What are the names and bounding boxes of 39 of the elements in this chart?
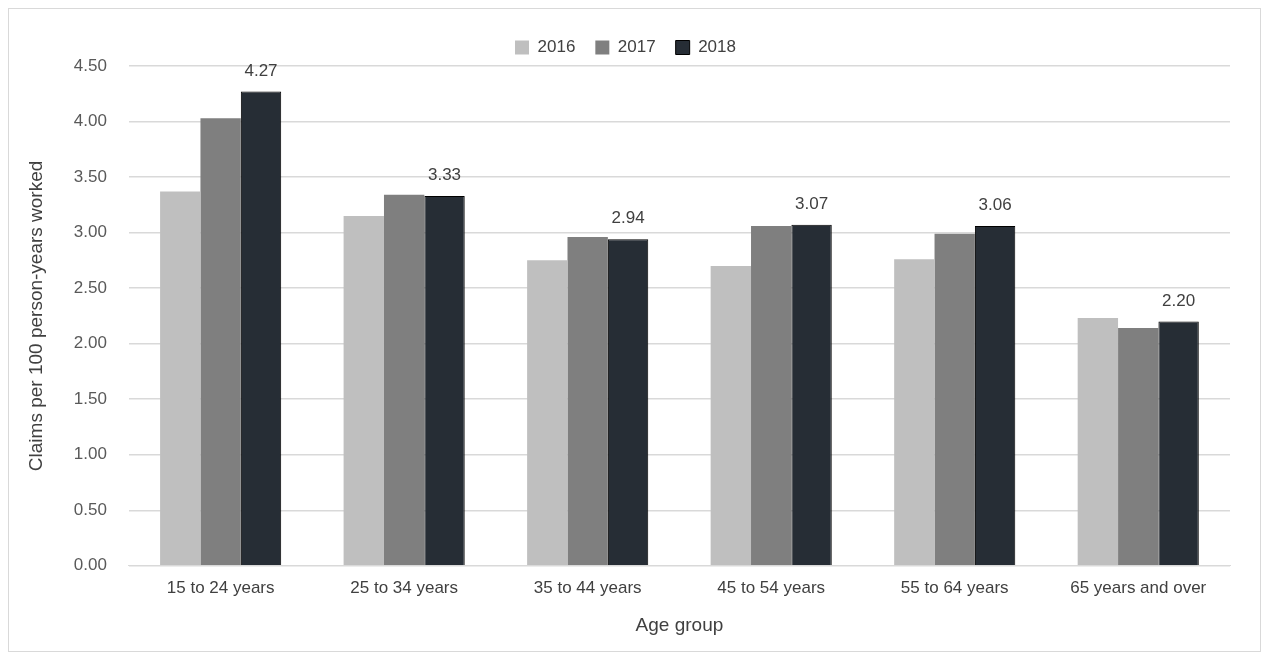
y-tick-label: 0.50 [73, 499, 107, 519]
x-tick-label: 25 to 34 years [350, 577, 459, 597]
y-tick-label: 0.00 [73, 555, 107, 575]
y-axis-title: Claims per 100 person-years worked [24, 160, 46, 472]
bar [383, 194, 425, 566]
x-tick-label: 65 years and over [1070, 577, 1207, 597]
y-tick-label: 4.50 [73, 55, 107, 75]
bar [1077, 318, 1119, 566]
x-tick-label: 35 to 44 years [533, 577, 642, 597]
data-label: 4.27 [244, 60, 278, 80]
y-tick-label: 1.50 [73, 388, 107, 408]
bar [527, 260, 568, 566]
bar [751, 225, 792, 566]
legend-label: 2018 [698, 37, 736, 57]
bar [934, 233, 975, 566]
bar [710, 265, 752, 566]
legend-label: 2016 [537, 37, 576, 57]
bar [160, 191, 201, 566]
bar [567, 237, 608, 566]
bar [894, 259, 935, 566]
y-tick-label: 2.50 [73, 277, 107, 297]
data-label: 3.33 [427, 165, 462, 185]
y-tick-label: 3.50 [73, 166, 107, 186]
bar [200, 118, 241, 566]
data-label: 2.20 [1162, 290, 1196, 310]
x-axis-title: Age group [635, 613, 724, 635]
data-label: 3.07 [795, 194, 829, 214]
y-tick-label: 1.00 [73, 444, 107, 464]
y-tick-label: 2.00 [73, 333, 107, 353]
x-tick-label: 55 to 64 years [900, 577, 1009, 597]
bar [1118, 328, 1159, 566]
y-tick-label: 4.00 [73, 111, 107, 131]
y-tick-label: 3.00 [73, 222, 107, 242]
bar [343, 215, 384, 566]
data-label: 2.94 [611, 208, 645, 228]
legend-label: 2017 [617, 37, 656, 57]
x-tick-label: 45 to 54 years [717, 577, 826, 597]
data-label: 3.06 [978, 195, 1012, 215]
x-tick-label: 15 to 24 years [166, 577, 275, 597]
